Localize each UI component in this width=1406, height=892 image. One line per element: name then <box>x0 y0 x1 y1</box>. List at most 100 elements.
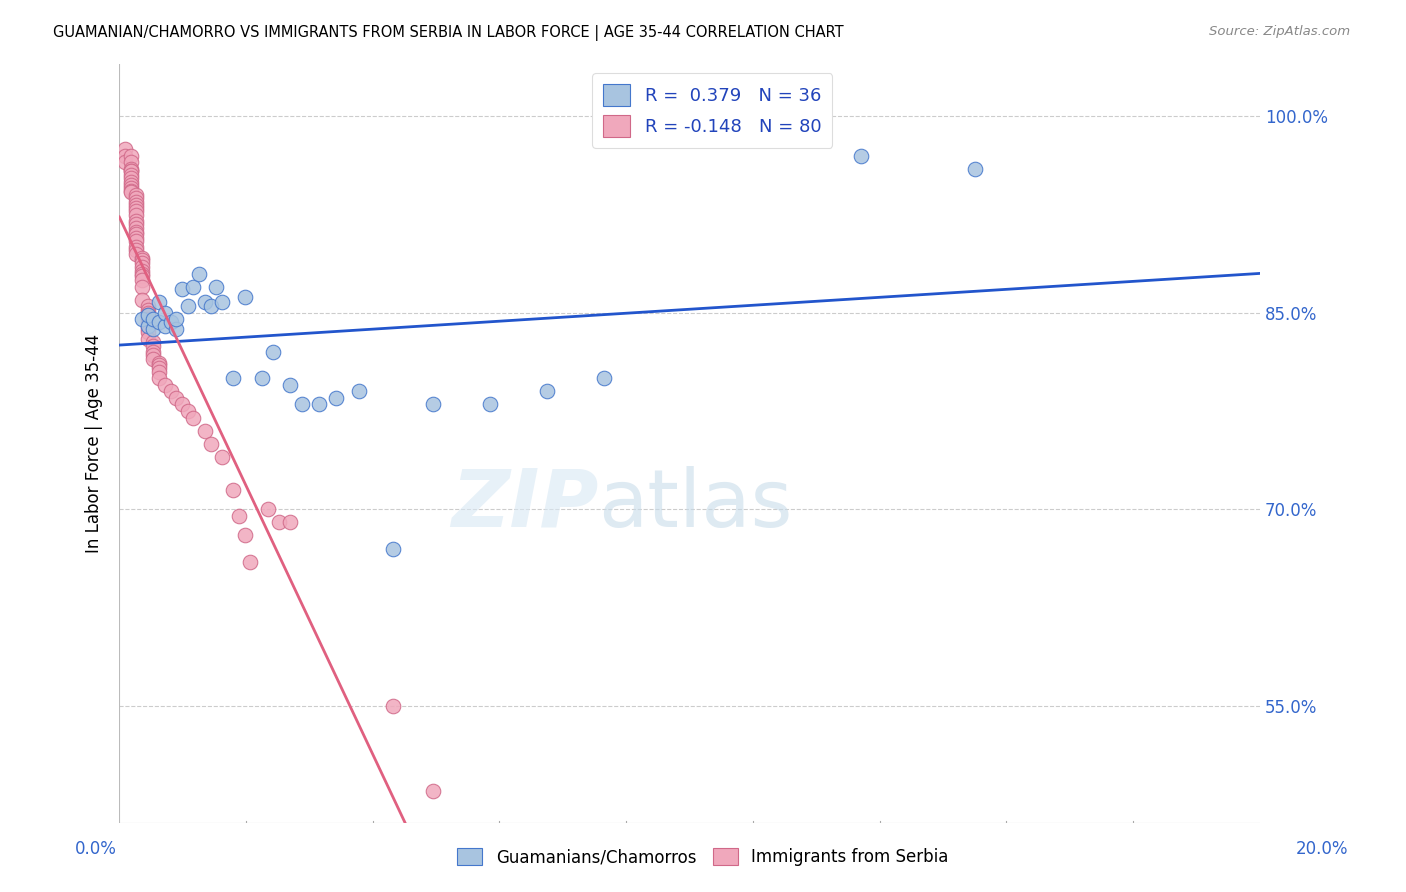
Point <box>422 397 444 411</box>
Point <box>262 345 284 359</box>
Point <box>125 225 148 239</box>
Text: 20.0%: 20.0% <box>1295 840 1348 858</box>
Point <box>177 404 200 418</box>
Point <box>125 240 148 254</box>
Point <box>183 410 205 425</box>
Point <box>211 450 233 464</box>
Point <box>125 194 148 209</box>
Point <box>478 397 501 411</box>
Point <box>233 528 256 542</box>
Point <box>347 384 370 399</box>
Legend: R =  0.379   N = 36, R = -0.148   N = 80: R = 0.379 N = 36, R = -0.148 N = 80 <box>592 73 832 148</box>
Point <box>120 155 142 169</box>
Y-axis label: In Labor Force | Age 35-44: In Labor Force | Age 35-44 <box>86 334 103 553</box>
Point <box>120 149 142 163</box>
Point <box>308 397 330 411</box>
Point <box>131 312 153 326</box>
Point <box>125 217 148 231</box>
Point <box>188 267 211 281</box>
Point <box>142 334 165 349</box>
Point <box>280 377 302 392</box>
Point <box>136 332 159 346</box>
Point <box>153 306 176 320</box>
Point <box>148 365 170 379</box>
Point <box>136 318 159 333</box>
Point <box>120 184 142 198</box>
Point <box>142 348 165 362</box>
Point <box>125 231 148 245</box>
Point <box>131 279 153 293</box>
Point <box>120 164 142 178</box>
Point <box>136 309 159 323</box>
Point <box>228 508 250 523</box>
Point <box>593 371 616 385</box>
Point <box>125 243 148 257</box>
Point <box>170 282 193 296</box>
Point <box>205 279 228 293</box>
Point <box>239 555 262 569</box>
Point <box>536 384 558 399</box>
Point <box>136 309 159 323</box>
Point <box>267 516 290 530</box>
Point <box>200 437 222 451</box>
Point <box>131 273 153 287</box>
Point <box>131 269 153 284</box>
Point <box>142 338 165 352</box>
Point <box>291 397 314 411</box>
Point <box>136 321 159 335</box>
Point <box>849 149 872 163</box>
Point <box>131 253 153 268</box>
Point <box>222 483 245 497</box>
Point <box>125 214 148 228</box>
Point <box>170 397 193 411</box>
Point <box>136 326 159 340</box>
Point <box>125 203 148 218</box>
Point <box>165 321 187 335</box>
Point <box>194 424 217 438</box>
Point <box>125 191 148 205</box>
Point <box>382 541 405 556</box>
Point <box>148 360 170 375</box>
Point <box>136 299 159 313</box>
Point <box>142 351 165 366</box>
Point <box>200 299 222 313</box>
Point <box>382 698 405 713</box>
Point <box>131 293 153 307</box>
Point <box>159 315 181 329</box>
Point <box>114 142 136 156</box>
Point <box>125 247 148 261</box>
Point <box>177 299 200 313</box>
Point <box>148 355 170 369</box>
Legend: Guamanians/Chamorros, Immigrants from Serbia: Guamanians/Chamorros, Immigrants from Se… <box>449 840 957 875</box>
Point <box>136 315 159 329</box>
Point <box>131 256 153 270</box>
Text: GUAMANIAN/CHAMORRO VS IMMIGRANTS FROM SERBIA IN LABOR FORCE | AGE 35-44 CORRELAT: GUAMANIAN/CHAMORRO VS IMMIGRANTS FROM SE… <box>53 25 844 41</box>
Point <box>125 201 148 215</box>
Text: atlas: atlas <box>599 466 793 543</box>
Point <box>153 377 176 392</box>
Point <box>131 260 153 274</box>
Point <box>159 384 181 399</box>
Point <box>114 149 136 163</box>
Point <box>120 178 142 192</box>
Point <box>131 251 153 265</box>
Point <box>125 220 148 235</box>
Point <box>131 267 153 281</box>
Point <box>136 318 159 333</box>
Point <box>325 391 347 405</box>
Point <box>120 175 142 189</box>
Point <box>148 315 170 329</box>
Point <box>165 312 187 326</box>
Point <box>120 169 142 183</box>
Point <box>125 234 148 248</box>
Point <box>120 181 142 195</box>
Point <box>280 516 302 530</box>
Point <box>142 345 165 359</box>
Point <box>136 306 159 320</box>
Text: ZIP: ZIP <box>451 466 599 543</box>
Point <box>211 295 233 310</box>
Point <box>136 312 159 326</box>
Point <box>233 290 256 304</box>
Point <box>125 208 148 222</box>
Point <box>120 161 142 176</box>
